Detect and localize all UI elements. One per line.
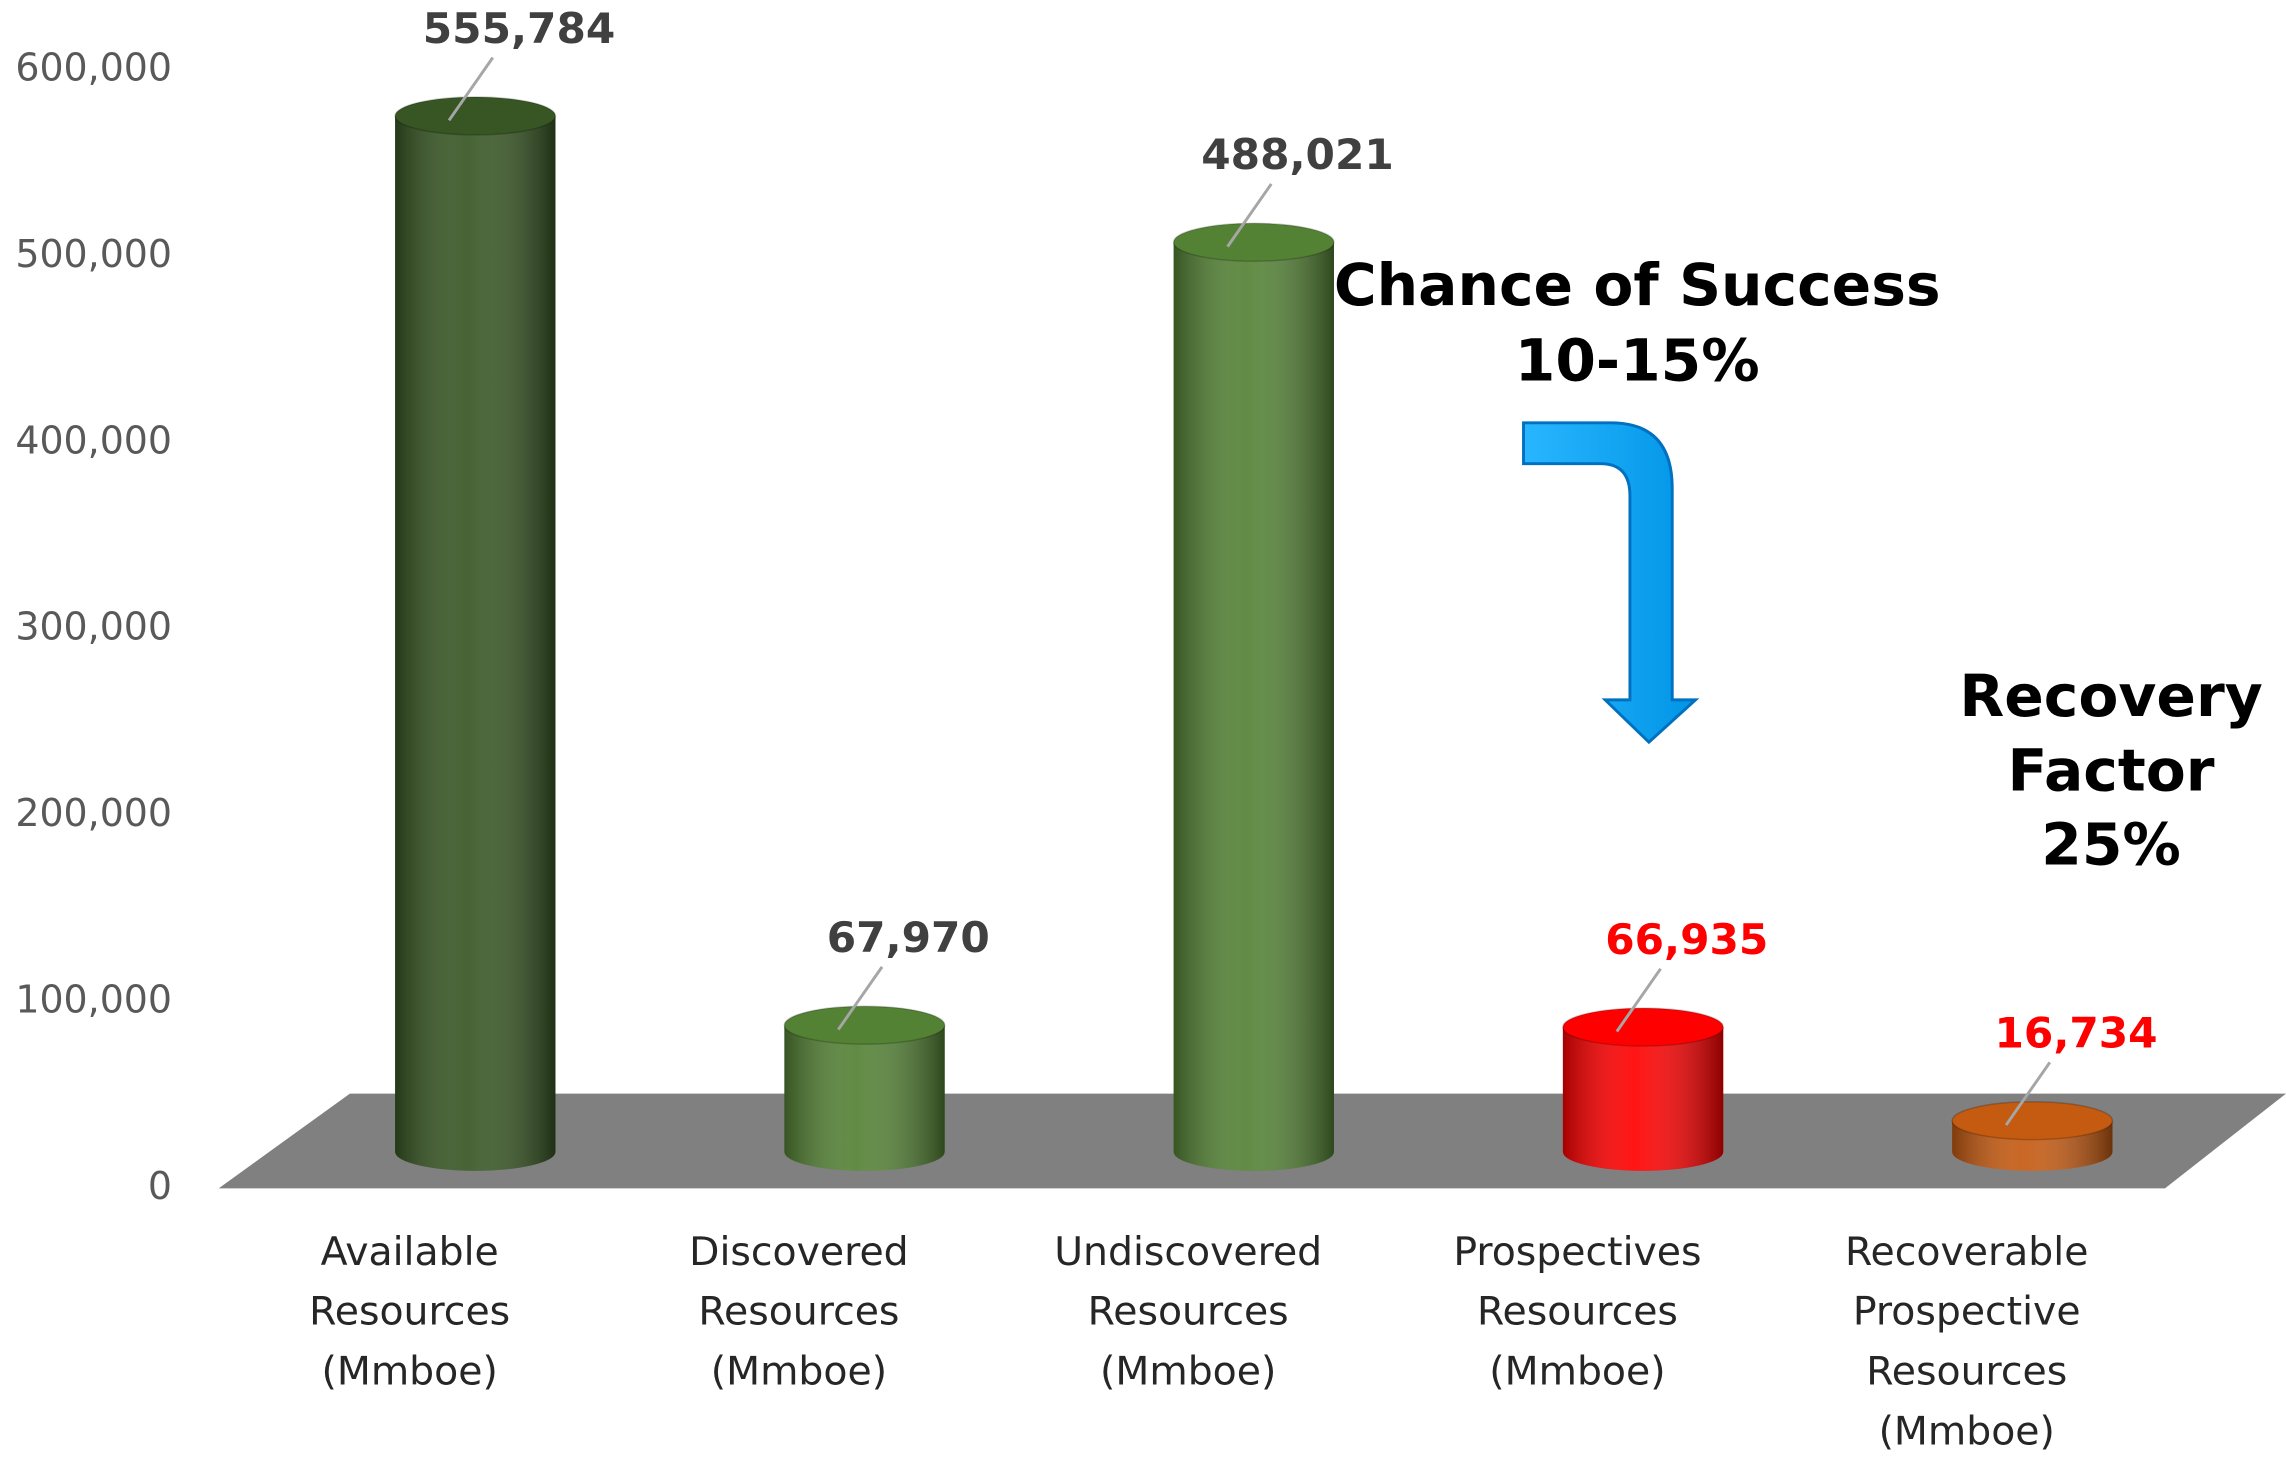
y-tick-label: 400,000 — [15, 418, 172, 462]
annotation: Factor — [2008, 736, 2215, 804]
bar — [394, 96, 557, 1171]
annotation: Chance of Success — [1334, 251, 1941, 319]
value-label: 488,021 — [1201, 130, 1394, 179]
bar-shade — [1562, 1027, 1724, 1171]
y-tick-label: 200,000 — [15, 791, 172, 835]
bar-top — [1172, 222, 1335, 262]
bar-top — [1951, 1101, 2114, 1141]
y-tick-label: 300,000 — [15, 605, 172, 649]
leader-line — [1226, 183, 1273, 248]
bar — [1172, 222, 1335, 1171]
x-tick-label: Recoverable Prospective Resources (Mmboe) — [1845, 1228, 2088, 1453]
arrow — [1522, 421, 1700, 745]
bar — [1951, 1101, 2114, 1171]
annotation: 25% — [2041, 811, 2181, 879]
bar-shade — [395, 115, 556, 1171]
y-tick-label: 500,000 — [15, 232, 172, 276]
leader-line — [2004, 1061, 2052, 1126]
x-tick-label: Prospectives Resources (Mmboe) — [1453, 1228, 1701, 1394]
y-tick-label: 600,000 — [15, 45, 172, 89]
bar — [783, 1005, 946, 1171]
leader-line — [1615, 967, 1662, 1033]
annotation: 10-15% — [1515, 327, 1760, 395]
y-tick-label: 100,000 — [15, 977, 172, 1021]
bar-top — [783, 1005, 946, 1045]
value-label: 16,734 — [1995, 1009, 2158, 1058]
leader-line — [447, 56, 494, 122]
x-tick-label: Available Resources (Mmboe) — [309, 1228, 510, 1394]
y-tick-label: 0 — [148, 1164, 172, 1208]
bar-shade — [784, 1025, 945, 1171]
annotation: Recovery — [1959, 662, 2262, 730]
value-label: 66,935 — [1605, 915, 1768, 964]
bar-top — [394, 96, 557, 136]
value-label: 67,970 — [827, 913, 990, 962]
value-label: 555,784 — [423, 4, 616, 53]
bar — [1562, 1007, 1724, 1171]
x-tick-label: Discovered Resources (Mmboe) — [689, 1228, 908, 1394]
leader-line — [837, 966, 884, 1031]
bar-top — [1562, 1007, 1724, 1047]
bar-shade — [1173, 242, 1334, 1171]
x-tick-label: Undiscovered Resources (Mmboe) — [1054, 1228, 1322, 1394]
